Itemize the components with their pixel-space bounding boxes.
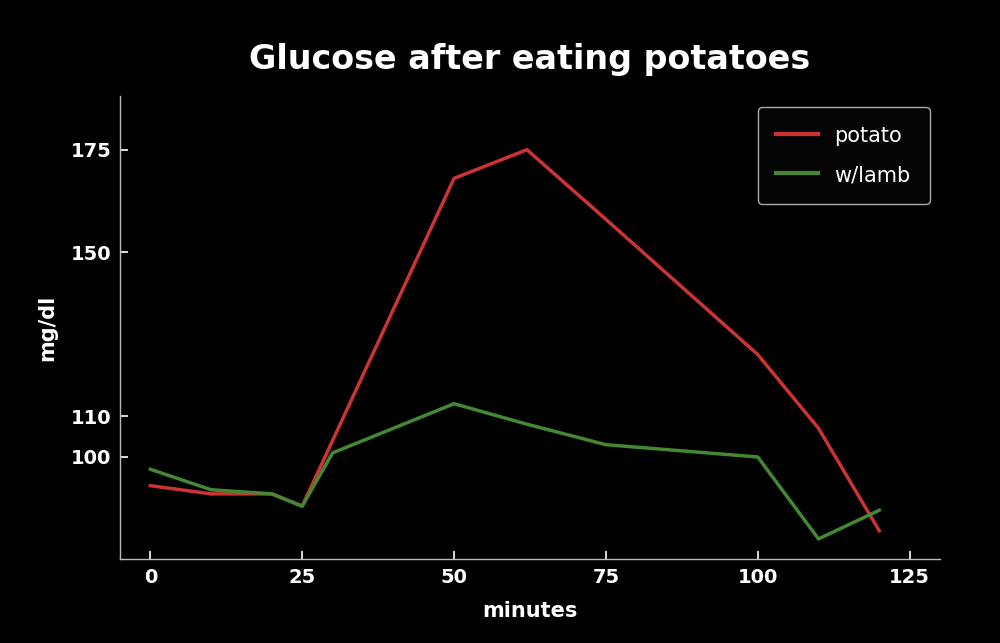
potato <box>752 350 764 358</box>
X-axis label: minutes: minutes <box>482 601 578 620</box>
potato <box>600 215 612 223</box>
potato <box>205 490 217 498</box>
w/lamb <box>521 421 533 428</box>
potato <box>296 502 308 510</box>
w/lamb <box>600 441 612 449</box>
Y-axis label: mg/dl: mg/dl <box>37 294 57 361</box>
w/lamb <box>205 486 217 494</box>
Title: Glucose after eating potatoes: Glucose after eating potatoes <box>249 42 811 76</box>
w/lamb <box>296 502 308 510</box>
potato <box>873 527 885 534</box>
Line: w/lamb: w/lamb <box>150 404 879 539</box>
Line: potato: potato <box>150 150 879 530</box>
potato <box>144 482 156 489</box>
potato <box>266 490 278 498</box>
w/lamb <box>144 466 156 473</box>
potato <box>813 424 825 432</box>
w/lamb <box>873 507 885 514</box>
Legend: potato, w/lamb: potato, w/lamb <box>758 107 930 204</box>
w/lamb <box>448 400 460 408</box>
potato <box>448 174 460 182</box>
w/lamb <box>752 453 764 461</box>
w/lamb <box>327 449 339 457</box>
w/lamb <box>813 535 825 543</box>
w/lamb <box>266 490 278 498</box>
potato <box>521 146 533 154</box>
